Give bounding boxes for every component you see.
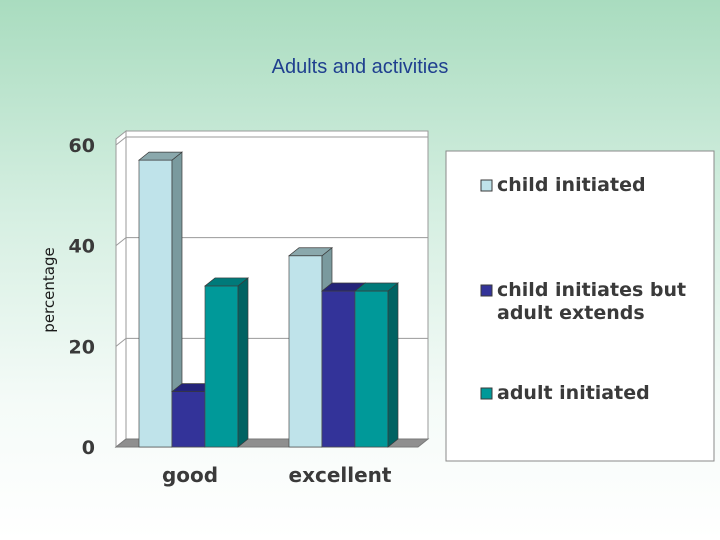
chart-side-wall	[115, 129, 127, 449]
y-tick-label: 20	[69, 336, 95, 358]
y-axis-label: percentage	[40, 247, 58, 332]
x-category-label: good	[162, 463, 218, 487]
y-tick-label: 60	[69, 135, 95, 157]
legend-swatch	[480, 284, 493, 297]
y-tick-label: 40	[69, 236, 95, 258]
gridline-depth	[115, 337, 127, 347]
legend-swatch	[480, 387, 493, 400]
legend-label: child initiates but adult extends	[497, 279, 686, 324]
x-category-label: excellent	[289, 463, 392, 487]
bar-good-series-3	[204, 277, 249, 448]
x-axis-categories: good excellent	[162, 463, 392, 487]
legend: child initiated child initiates but adult …	[480, 174, 686, 404]
gridline-depth	[115, 237, 127, 247]
slide-title: Adults and activities	[271, 56, 449, 78]
bar-top	[138, 151, 183, 161]
bar-excellent-series-3	[354, 282, 399, 448]
bar-front	[204, 285, 239, 448]
legend-label: child initiated	[497, 174, 646, 196]
bar-front	[354, 290, 389, 448]
bar-side	[387, 282, 399, 448]
bar-front	[171, 391, 206, 448]
bars	[138, 151, 399, 448]
y-tick-label: 0	[82, 437, 95, 459]
bar-side	[237, 277, 249, 448]
legend-label: adult initiated	[497, 382, 650, 404]
bar-top	[288, 247, 333, 257]
legend-box	[445, 150, 715, 462]
bar-top	[204, 277, 249, 287]
bar-front	[138, 159, 173, 448]
bar-front	[288, 255, 323, 448]
bar-front	[321, 290, 356, 448]
y-axis-ticks: 0 20 40 60	[69, 135, 95, 459]
bar-top	[354, 282, 399, 292]
bar-good-series-1	[138, 151, 183, 448]
legend-swatch	[480, 179, 493, 192]
gridline-depth	[115, 136, 127, 146]
